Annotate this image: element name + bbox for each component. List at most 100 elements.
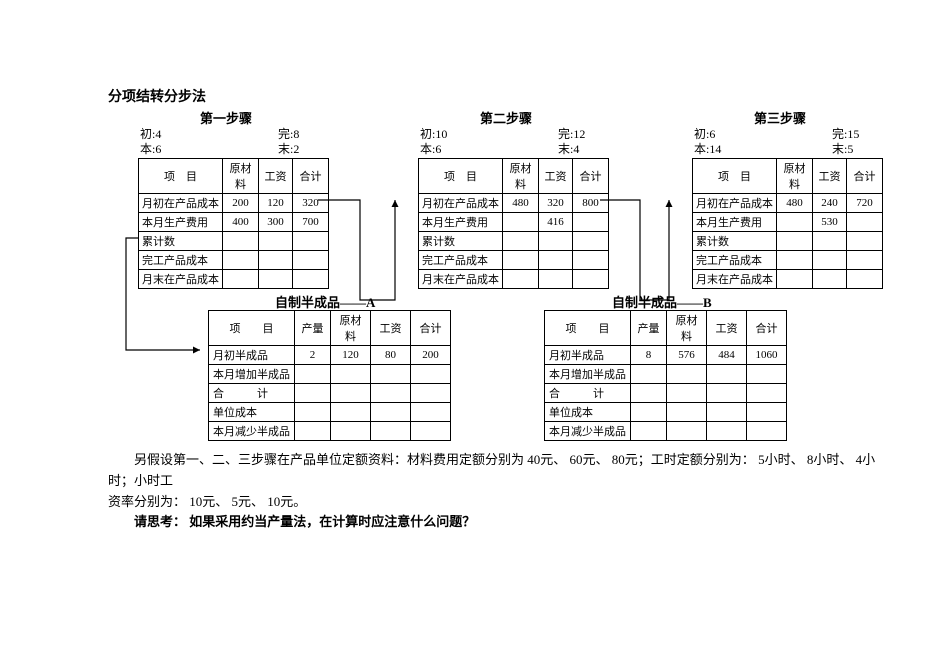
table-header-row: 项 目 产量 原材料 工资 合计 — [209, 311, 451, 346]
step2-table: 项 目 原材料 工资 合计 月初在产品成本480320800 本月生产费用416… — [418, 158, 609, 289]
col-header: 项 目 — [693, 159, 777, 194]
col-header: 原材料 — [503, 159, 539, 194]
value: 6 — [709, 127, 715, 141]
label: 本: — [140, 142, 155, 156]
cell — [411, 365, 451, 384]
cell — [813, 251, 847, 270]
t: 元；工时定额分别为： — [625, 452, 755, 467]
cell — [667, 365, 707, 384]
value: 4 — [573, 142, 579, 156]
label: 末: — [832, 142, 847, 156]
cell: 416 — [539, 213, 573, 232]
row-label: 完工产品成本 — [139, 251, 223, 270]
cell — [259, 270, 293, 289]
value: 2 — [293, 142, 299, 156]
table-row: 月初半成品85764841060 — [545, 346, 787, 365]
table-row: 本月增加半成品 — [209, 365, 451, 384]
cell — [707, 403, 747, 422]
cell — [223, 270, 259, 289]
step2-meta-ben: 本:6 — [420, 140, 441, 157]
col-header: 原材料 — [667, 311, 707, 346]
cell — [293, 270, 329, 289]
cell — [813, 232, 847, 251]
table-row: 月末在产品成本 — [419, 270, 609, 289]
u: 小时、 — [813, 452, 852, 467]
value: 5 — [847, 142, 853, 156]
label: 完: — [278, 127, 293, 141]
table-row: 月初在产品成本480240720 — [693, 194, 883, 213]
cell — [539, 270, 573, 289]
cell: 200 — [223, 194, 259, 213]
cell — [371, 403, 411, 422]
table-header-row: 项 目 原材料 工资 合计 — [139, 159, 329, 194]
v: 40 — [527, 452, 540, 467]
col-header: 工资 — [259, 159, 293, 194]
cell — [503, 213, 539, 232]
label: 末: — [278, 142, 293, 156]
cell: 800 — [573, 194, 609, 213]
u: 元、 — [540, 452, 566, 467]
cell — [747, 403, 787, 422]
cell: 8 — [631, 346, 667, 365]
row-label: 月初在产品成本 — [693, 194, 777, 213]
label: 本: — [420, 142, 435, 156]
footer-text: 另假设第一、二、三步骤在产品单位定额资料：材料费用定额分别为 40元、 60元、… — [108, 450, 888, 533]
label: 初: — [694, 127, 709, 141]
cell: 240 — [813, 194, 847, 213]
cell: 720 — [847, 194, 883, 213]
table-row: 本月增加半成品 — [545, 365, 787, 384]
sub-b-table: 项 目 产量 原材料 工资 合计 月初半成品85764841060 本月增加半成… — [544, 310, 787, 441]
table-row: 完工产品成本 — [693, 251, 883, 270]
col-header: 原材料 — [777, 159, 813, 194]
table-row: 合 计 — [209, 384, 451, 403]
cell — [847, 213, 883, 232]
row-label: 月末在产品成本 — [419, 270, 503, 289]
value: 15 — [847, 127, 859, 141]
cell — [295, 422, 331, 441]
col-header: 合计 — [293, 159, 329, 194]
row-label: 合 计 — [545, 384, 631, 403]
cell — [777, 213, 813, 232]
col-header: 合计 — [747, 311, 787, 346]
row-label: 本月减少半成品 — [209, 422, 295, 441]
table-row: 单位成本 — [545, 403, 787, 422]
cell: 200 — [411, 346, 451, 365]
footer-line-3: 请思考： 如果采用约当产量法，在计算时应注意什么问题？ — [108, 512, 888, 533]
row-label: 月初在产品成本 — [419, 194, 503, 213]
row-label: 本月生产费用 — [139, 213, 223, 232]
v: 60 — [570, 452, 583, 467]
cell — [223, 251, 259, 270]
sub-a-title: 自制半成品——A — [275, 292, 375, 311]
v: 80 — [612, 452, 625, 467]
cell — [411, 422, 451, 441]
footer-line-2: 资率分别为： 10元、 5元、 10元。 — [108, 492, 888, 513]
value: 10 — [435, 127, 447, 141]
row-label: 单位成本 — [209, 403, 295, 422]
cell — [371, 422, 411, 441]
cell — [631, 422, 667, 441]
row-label: 本月生产费用 — [693, 213, 777, 232]
cell: 480 — [503, 194, 539, 213]
cell — [293, 232, 329, 251]
cell: 300 — [259, 213, 293, 232]
table-row: 本月生产费用416 — [419, 213, 609, 232]
cell: 80 — [371, 346, 411, 365]
step3-meta-mo: 末:5 — [832, 140, 853, 157]
table-row: 月初半成品212080200 — [209, 346, 451, 365]
footer-line-1: 另假设第一、二、三步骤在产品单位定额资料：材料费用定额分别为 40元、 60元、… — [108, 450, 888, 492]
cell — [371, 384, 411, 403]
u: 小时、 — [765, 452, 804, 467]
table-row: 累计数 — [419, 232, 609, 251]
row-label: 本月减少半成品 — [545, 422, 631, 441]
value: 14 — [709, 142, 721, 156]
u: 元、 — [238, 494, 264, 509]
t: 元。 — [280, 494, 306, 509]
row-label: 累计数 — [419, 232, 503, 251]
sub-b-title: 自制半成品——B — [612, 292, 712, 311]
cell — [573, 251, 609, 270]
cell — [295, 365, 331, 384]
col-header: 合计 — [573, 159, 609, 194]
label: 完: — [558, 127, 573, 141]
u: 元、 — [202, 494, 228, 509]
cell: 576 — [667, 346, 707, 365]
